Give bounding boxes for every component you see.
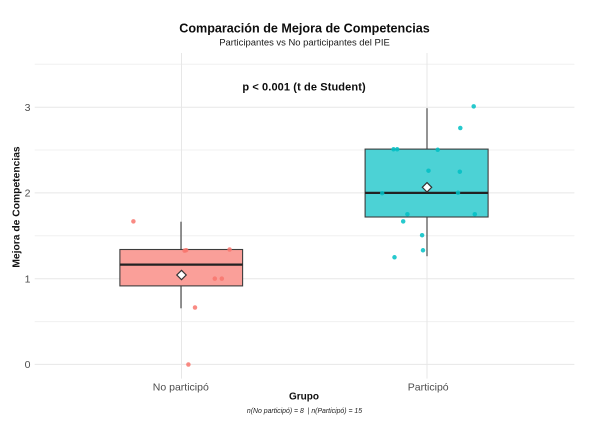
svg-text:p < 0.001 (t de Student): p < 0.001 (t de Student)	[242, 81, 366, 93]
svg-text:Comparación de Mejora de Compe: Comparación de Mejora de Competencias	[179, 21, 430, 35]
svg-text:Participantes vs No participan: Participantes vs No participantes del PI…	[219, 38, 389, 49]
svg-text:No participó: No participó	[153, 382, 209, 394]
svg-text:Mejora de Competencias: Mejora de Competencias	[12, 146, 23, 268]
svg-text:0: 0	[25, 359, 31, 371]
svg-text:2: 2	[25, 188, 31, 200]
svg-text:3: 3	[25, 102, 31, 114]
svg-text:n(No participó) = 8 | n(Parti: n(No participó) = 8 | n(Participó) = 15	[247, 408, 362, 415]
svg-text:Participó: Participó	[408, 382, 449, 394]
svg-text:1: 1	[25, 273, 31, 285]
svg-text:Grupo: Grupo	[289, 392, 319, 403]
